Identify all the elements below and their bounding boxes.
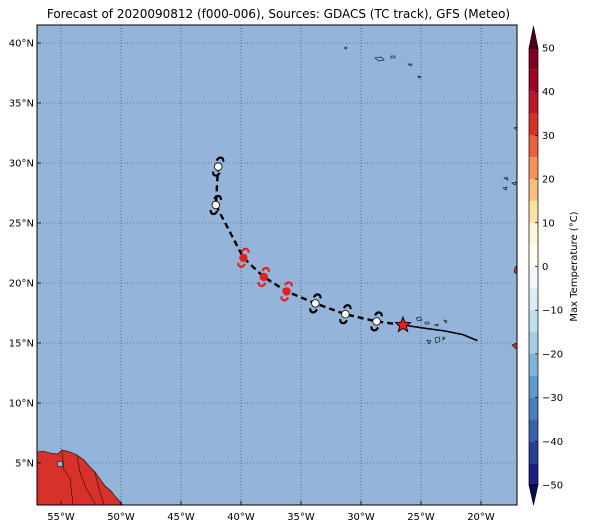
lon-tick-label: 25°W — [407, 512, 435, 523]
colorbar-band — [529, 441, 538, 464]
land-masses — [37, 46, 517, 505]
border-line-2 — [76, 455, 97, 505]
track-point — [282, 287, 291, 296]
colorbar-tick-label: −30 — [542, 393, 563, 404]
tc-track — [209, 156, 478, 342]
colorbar-tick-label: 50 — [542, 44, 555, 55]
lat-tick-label: 35°N — [9, 99, 34, 110]
tropical-cyclone-icon — [280, 281, 293, 302]
colorbar-band — [529, 310, 538, 333]
track-point — [259, 272, 268, 282]
tropical-cyclone-icon — [209, 194, 223, 216]
colorbar-tick-label: −20 — [542, 349, 563, 360]
colorbar-band — [529, 200, 538, 223]
colorbar-band — [529, 135, 538, 158]
lat-tick-label: 30°N — [9, 159, 34, 170]
colorbar-bottom-extend — [528, 484, 539, 506]
colorbar-band — [529, 463, 538, 485]
lat-tick-label: 40°N — [9, 39, 34, 50]
map-title: Forecast of 2020090812 (f000-006), Sourc… — [46, 7, 511, 21]
lat-tick-label: 20°N — [9, 279, 34, 290]
colorbar-tick-label: −40 — [542, 437, 563, 448]
tropical-cyclone-icon — [211, 156, 225, 177]
border-line-3 — [94, 472, 105, 505]
lake-icon — [56, 460, 64, 468]
colorbar-band — [529, 332, 538, 354]
colorbar-band — [529, 375, 538, 398]
cape-verde-islands — [415, 316, 448, 345]
colorbar-tick-label: 20 — [542, 175, 555, 186]
graticule — [37, 25, 517, 505]
colorbar-tick-label: 40 — [542, 87, 555, 98]
lon-tick-label: 35°W — [287, 512, 315, 523]
canary-islands — [502, 126, 517, 191]
colorbar-label: Max Temperature (°C) — [569, 211, 580, 321]
lat-tick-label: 15°N — [9, 339, 34, 350]
colorbar-band — [529, 244, 538, 267]
colorbar-band — [529, 113, 538, 136]
ocean-background — [37, 25, 517, 505]
colorbar-band — [529, 91, 538, 114]
track-point — [372, 317, 381, 326]
colorbar-tick-label: −50 — [542, 481, 563, 492]
lon-tick-label: 55°W — [47, 512, 75, 523]
colorbar-tick-label: 30 — [542, 131, 555, 142]
colorbar-band — [529, 48, 538, 70]
lat-tick-label: 5°N — [15, 459, 34, 470]
tropical-cyclone-icon — [237, 247, 250, 268]
map-frame — [36, 24, 518, 506]
africa-coast-land — [513, 264, 517, 275]
map-content — [37, 25, 517, 505]
colorbar-tick-label: −10 — [542, 306, 563, 317]
colorbar-top-extend — [528, 25, 539, 49]
tropical-cyclone-icon — [257, 266, 271, 288]
colorbar-band — [529, 69, 538, 92]
tropical-cyclone-icon — [309, 293, 322, 314]
azores-islands — [344, 46, 422, 79]
colorbar-band — [529, 157, 538, 180]
track-point — [341, 310, 350, 319]
lon-tick-label: 45°W — [167, 512, 195, 523]
lon-tick-label: 50°W — [107, 512, 135, 523]
colorbar-tick-label: 0 — [542, 262, 548, 273]
lon-tick-label: 40°W — [227, 512, 255, 523]
track-point — [213, 162, 223, 171]
africa-west-land — [511, 342, 517, 350]
lat-tick-label: 25°N — [9, 219, 34, 230]
lon-tick-label: 30°W — [347, 512, 375, 523]
colorbar-band — [529, 222, 538, 245]
tropical-cyclone-icon — [370, 311, 383, 332]
track-point — [211, 200, 220, 210]
colorbar-tick-label: 10 — [542, 218, 555, 229]
current-position-star-icon — [394, 315, 412, 333]
map-axes: 55°W 50°W 45°W 40°W 35°W 30°W 25°W 20°W 5°N 10°N 1… — [9, 39, 495, 524]
observed-track-line — [402, 324, 478, 342]
track-point — [311, 299, 320, 308]
colorbar-band — [529, 266, 538, 289]
colorbar-band — [529, 179, 538, 201]
colorbar-band — [529, 353, 538, 376]
colorbar-band — [529, 397, 538, 420]
border-line-1 — [61, 451, 74, 505]
colorbar-band — [529, 419, 538, 442]
colorbar-band — [529, 288, 538, 311]
colorbar: 50 40 30 20 10 0 −10 −20 −30 −40 −50 Max Temperatur… — [528, 25, 580, 506]
lat-tick-label: 10°N — [9, 399, 34, 410]
tropical-cyclone-icon — [339, 304, 352, 325]
track-point — [239, 253, 248, 262]
lon-tick-label: 20°W — [467, 512, 495, 523]
